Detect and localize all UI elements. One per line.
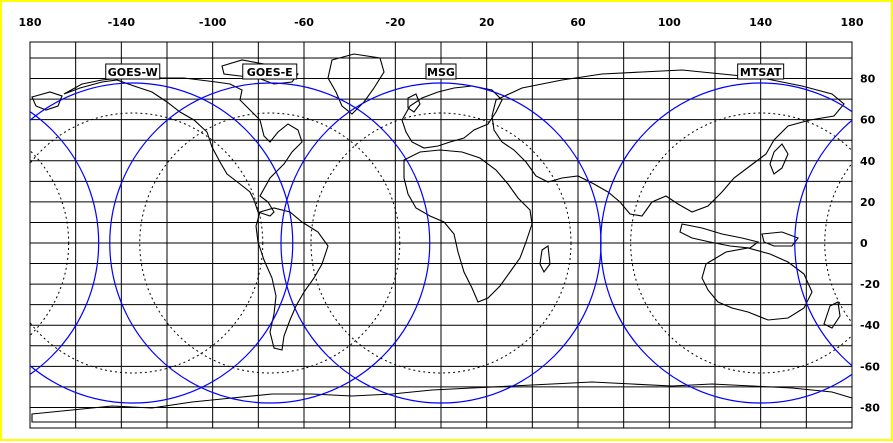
latitude-tick-label: -20 — [860, 278, 880, 291]
tick-labels: 180 -140 -100 -60 -20 20 60 100 140 180 80 60 40 20 0 -… — [19, 16, 881, 414]
coastline-indonesia — [679, 223, 760, 249]
latitude-tick-label: -60 — [860, 360, 880, 373]
coastline-australia — [701, 247, 813, 321]
coastline-north-america — [63, 75, 303, 217]
coverage-inner-circle — [30, 112, 264, 374]
coastline-japan — [769, 143, 789, 175]
satellite-label-box — [425, 63, 457, 80]
longitude-tick-label: 180 — [841, 16, 864, 29]
longitude-tick-label: -60 — [294, 16, 314, 29]
latitude-tick-label: 20 — [860, 196, 876, 209]
coverage-outer-circle — [30, 82, 294, 404]
latitude-tick-label: 60 — [860, 114, 876, 127]
latitude-tick-label: -80 — [860, 401, 880, 414]
satellite-label: GOES-E — [247, 66, 293, 79]
coastline-arctic-islands — [221, 59, 299, 85]
coverage-outer-circle — [600, 82, 852, 404]
coverage-inner-circle — [139, 112, 401, 374]
longitude-tick-label: 140 — [749, 16, 772, 29]
coverage-outer-circle — [30, 110, 100, 376]
coastline-south-america — [255, 207, 329, 351]
satellite-label-box — [737, 63, 785, 80]
longitude-tick-label: 20 — [479, 16, 495, 29]
satellite-label: MTSAT — [740, 66, 782, 79]
satellite-label-box — [105, 63, 161, 80]
latitude-tick-label: 40 — [860, 155, 876, 168]
coastline-new-zealand — [823, 301, 841, 329]
longitude-tick-label: -140 — [108, 16, 136, 29]
latitude-tick-label: 0 — [860, 237, 868, 250]
coverage-inner-circle — [30, 149, 70, 337]
longitude-tick-label: -20 — [385, 16, 405, 29]
satellite-coverage — [30, 82, 852, 404]
coastline-asia — [491, 69, 845, 217]
longitude-tick-label: 180 — [19, 16, 42, 29]
coastline-greenland — [327, 53, 385, 115]
coverage-outer-circle — [109, 82, 431, 404]
coverage-inner-circle — [310, 112, 572, 374]
longitude-tick-label: -100 — [199, 16, 227, 29]
coastline-uk — [407, 93, 421, 113]
satellite-label: GOES-W — [108, 66, 158, 79]
satellite-label-box — [242, 63, 298, 80]
satellite-label: MSG — [427, 66, 455, 79]
latitude-tick-label: 80 — [860, 73, 876, 86]
coastline-alaska-west — [31, 91, 63, 111]
longitude-tick-label: 100 — [658, 16, 681, 29]
coverage-outer-circle — [794, 119, 852, 367]
coastline-madagascar — [539, 245, 551, 274]
satellite-labels: GOES-W GOES-E MSG MTSAT — [105, 63, 785, 80]
latitude-tick-label: -40 — [860, 319, 880, 332]
longitude-tick-label: 60 — [570, 16, 586, 29]
coastline-africa — [403, 149, 533, 303]
coastline-new-guinea — [761, 231, 799, 247]
